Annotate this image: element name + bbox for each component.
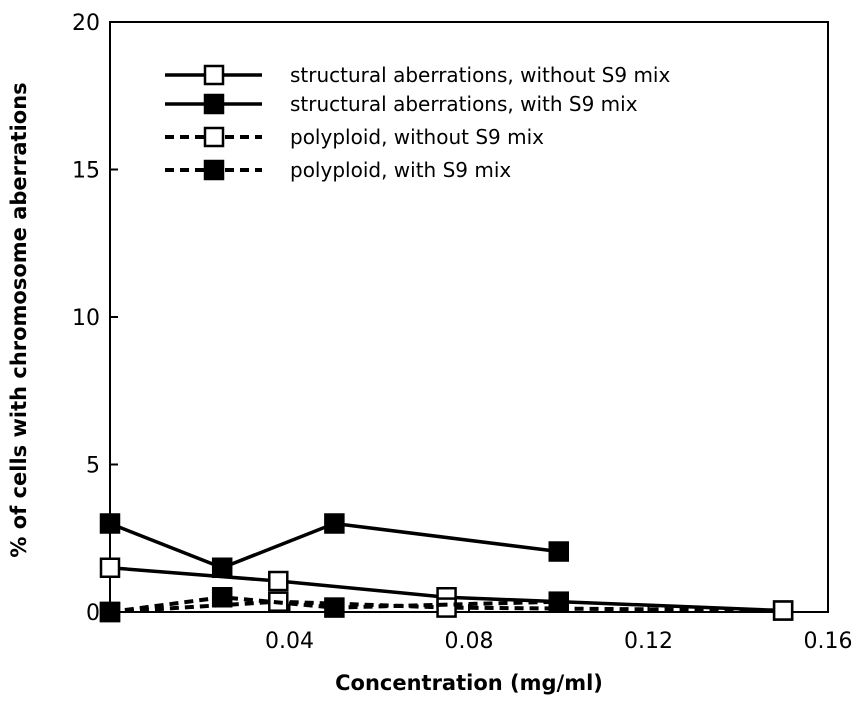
y-tick-label: 15 <box>72 159 100 184</box>
series-line <box>109 521 559 570</box>
data-point <box>99 557 121 578</box>
data-point <box>324 513 345 534</box>
x-tick-label: 0.16 <box>804 629 853 654</box>
y-tick-label: 10 <box>72 306 100 331</box>
legend-marker <box>203 93 225 115</box>
data-point <box>324 597 345 618</box>
data-point <box>268 570 289 592</box>
legend: structural aberrations, without S9 mix st… <box>165 63 670 182</box>
y-axis-title: % of cells with chromosome aberrations <box>7 82 31 557</box>
legend-item-4: polyploid, with S9 mix <box>165 158 511 182</box>
data-point <box>99 513 121 534</box>
data-point <box>211 587 233 608</box>
x-tick-label: 0.12 <box>624 629 673 654</box>
data-point <box>99 601 121 623</box>
data-point <box>772 600 794 621</box>
y-tick-label: 0 <box>86 601 100 626</box>
series-layer <box>99 513 794 623</box>
x-tick-label: 0.08 <box>445 629 494 654</box>
series-line <box>109 595 559 614</box>
x-axis-ticks: 0.04 0.08 0.12 0.16 <box>265 604 852 654</box>
data-point <box>548 541 569 562</box>
legend-label: polyploid, with S9 mix <box>290 158 511 182</box>
y-axis-ticks: 0 5 10 15 20 <box>72 11 118 626</box>
legend-item-2: structural aberrations, with S9 mix <box>165 92 638 116</box>
x-axis-title: Concentration (mg/ml) <box>335 671 603 695</box>
legend-label: structural aberrations, without S9 mix <box>290 63 670 87</box>
data-point <box>436 597 457 618</box>
legend-item-3: polyploid, without S9 mix <box>165 125 544 149</box>
legend-marker <box>203 159 225 181</box>
legend-label: structural aberrations, with S9 mix <box>290 92 638 116</box>
y-tick-label: 5 <box>86 454 100 479</box>
x-tick-label: 0.04 <box>265 629 314 654</box>
y-tick-label: 20 <box>72 11 100 36</box>
series-line <box>109 566 784 613</box>
legend-marker <box>203 126 225 148</box>
series-2 <box>99 513 569 578</box>
data-point <box>211 557 233 578</box>
legend-label: polyploid, without S9 mix <box>290 125 544 149</box>
data-point <box>548 591 569 612</box>
legend-marker <box>203 64 225 86</box>
legend-item-1: structural aberrations, without S9 mix <box>165 63 670 87</box>
series-4 <box>99 587 569 623</box>
